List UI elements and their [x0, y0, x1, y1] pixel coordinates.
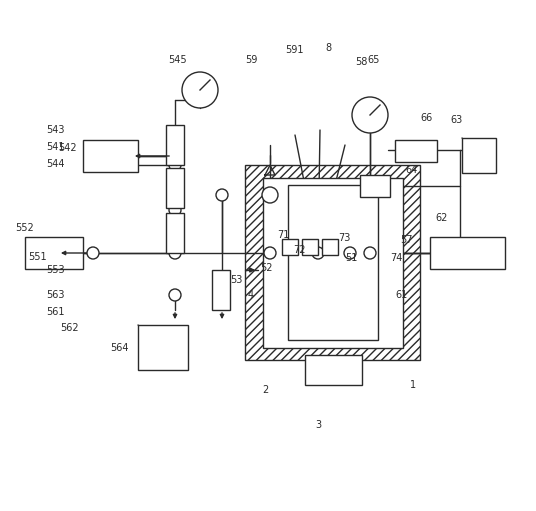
- Circle shape: [216, 189, 228, 201]
- Bar: [322, 239, 338, 255]
- Bar: [166, 125, 184, 165]
- Text: 543: 543: [46, 125, 64, 135]
- Circle shape: [364, 247, 376, 259]
- Text: 562: 562: [60, 323, 79, 333]
- Circle shape: [169, 289, 181, 301]
- Text: 73: 73: [338, 233, 351, 243]
- Text: 2: 2: [262, 385, 268, 395]
- Text: 59: 59: [245, 55, 257, 65]
- Circle shape: [169, 159, 181, 171]
- Text: 552: 552: [15, 223, 34, 233]
- Circle shape: [182, 72, 218, 108]
- Text: 564: 564: [110, 343, 129, 353]
- Bar: [25, 237, 83, 269]
- Bar: [263, 178, 403, 348]
- Text: 3: 3: [315, 420, 321, 430]
- Text: 541: 541: [46, 142, 64, 152]
- Bar: [83, 140, 138, 172]
- Text: 545: 545: [168, 55, 187, 65]
- Text: 52: 52: [260, 263, 272, 273]
- Bar: [166, 168, 184, 208]
- Text: 1: 1: [410, 380, 416, 390]
- Circle shape: [264, 247, 276, 259]
- Text: 62: 62: [435, 213, 448, 223]
- Bar: [305, 355, 362, 385]
- Circle shape: [169, 247, 181, 259]
- Bar: [395, 140, 437, 162]
- Bar: [430, 237, 505, 269]
- Circle shape: [344, 247, 356, 259]
- Text: 65: 65: [367, 55, 379, 65]
- Text: 71: 71: [277, 230, 289, 240]
- Circle shape: [352, 97, 388, 133]
- Circle shape: [87, 247, 99, 259]
- Text: 563: 563: [46, 290, 64, 300]
- Bar: [288, 185, 378, 340]
- Text: 63: 63: [450, 115, 462, 125]
- Text: 57: 57: [400, 235, 413, 245]
- Circle shape: [169, 204, 181, 216]
- Bar: [302, 239, 318, 255]
- Bar: [212, 270, 230, 310]
- Bar: [138, 325, 188, 370]
- Text: 561: 561: [46, 307, 64, 317]
- Text: 4: 4: [248, 290, 254, 300]
- Bar: [245, 165, 420, 360]
- Text: 51: 51: [345, 253, 358, 263]
- Text: 544: 544: [46, 159, 64, 169]
- Text: 8: 8: [325, 43, 331, 53]
- Text: 551: 551: [28, 252, 47, 262]
- Bar: [166, 213, 184, 253]
- Bar: [282, 239, 298, 255]
- Text: 542: 542: [58, 143, 77, 153]
- Text: 58: 58: [355, 57, 367, 67]
- Text: 591: 591: [285, 45, 303, 55]
- Text: 553: 553: [46, 265, 65, 275]
- Text: 72: 72: [293, 245, 306, 255]
- Text: 61: 61: [395, 290, 407, 300]
- Bar: [462, 138, 496, 173]
- Circle shape: [262, 187, 278, 203]
- Text: 66: 66: [420, 113, 432, 123]
- Text: 53: 53: [230, 275, 242, 285]
- Bar: [360, 175, 390, 197]
- Text: 64: 64: [405, 165, 417, 175]
- Circle shape: [312, 247, 324, 259]
- Text: 74: 74: [390, 253, 403, 263]
